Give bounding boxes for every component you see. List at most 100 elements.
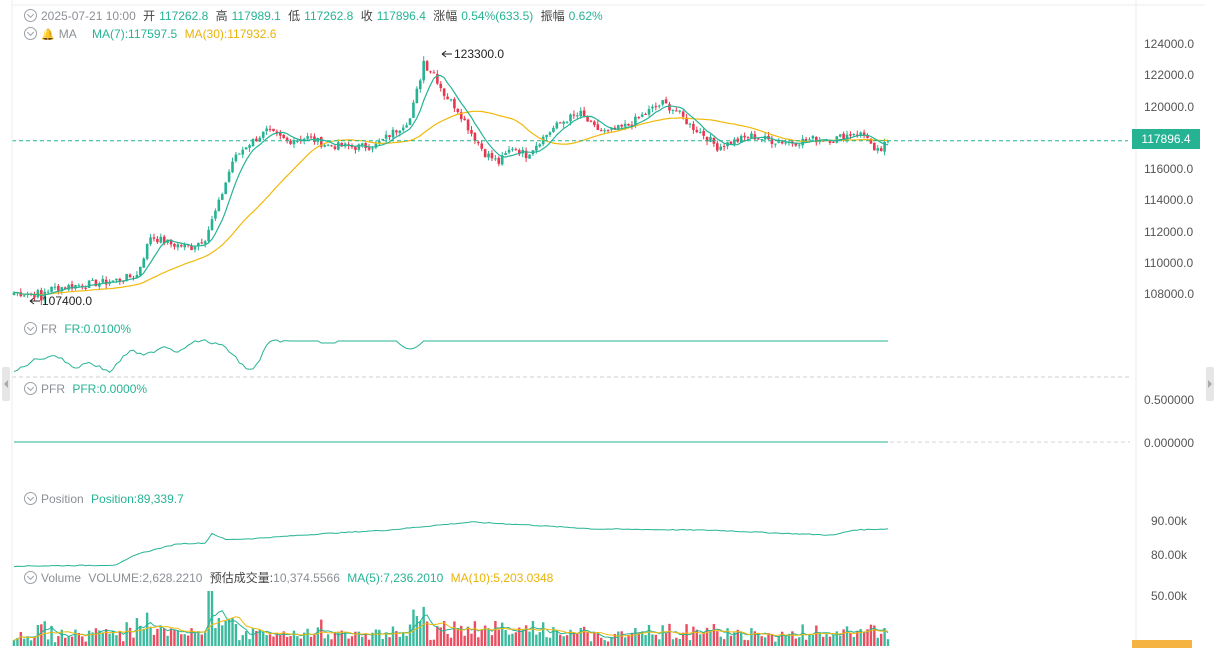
volume-bar [787,633,791,646]
volume-bar [671,639,675,646]
candle [101,278,105,283]
volume-bar [340,630,343,646]
candle [722,146,726,148]
volume-bar [818,632,821,646]
candle [835,136,839,143]
candle [203,241,207,244]
ma-name: MA [58,27,77,41]
volume-bar [395,631,398,646]
candle [179,245,183,247]
candle [367,147,371,150]
fr-value: FR:0.0100% [64,322,132,336]
volume-bar [695,629,699,646]
volume-bar [238,640,241,646]
volume-bar [60,629,63,646]
volume-bar [497,629,500,646]
candle [797,144,801,146]
candle [439,83,443,89]
candle [166,239,169,243]
candle [251,138,255,147]
volume-bar [845,626,849,646]
volume-bar [774,641,777,646]
volume-bar [466,626,470,646]
visibility-icon[interactable] [24,9,37,22]
volume-bar [309,636,313,646]
collapse-left-handle[interactable] [2,367,10,401]
candle [511,148,514,150]
candle [487,153,490,158]
candle [528,154,531,159]
volume-bar [490,635,494,646]
visibility-icon[interactable] [24,322,37,335]
volume-bar [285,636,289,646]
volume-bar [320,619,323,646]
candle [268,128,272,130]
candle [698,131,702,133]
candle [459,112,463,120]
volume-bar [856,630,859,646]
candle [637,117,641,119]
position-tick: 80.00k [1151,548,1188,562]
visibility-icon[interactable] [24,27,37,40]
candle [152,237,156,239]
volume-bar [630,632,634,646]
volume-bar [886,639,890,646]
candle [183,244,187,248]
candle [449,99,453,101]
ohlc-legend: 2025-07-21 10:00 开 117262.8 高 117989.1 低 11… [24,8,607,24]
volume-bar [620,631,623,646]
candle [248,145,251,148]
candle [859,132,862,135]
volume-ma5-line [13,610,889,641]
candle [108,282,111,284]
volume-bar [135,618,139,646]
candle [111,280,115,282]
volume-bar [186,635,190,646]
volume-bar [726,628,729,646]
collapse-right-handle[interactable] [1206,367,1214,401]
candle [760,139,763,141]
visibility-icon[interactable] [24,382,37,395]
volume-bar [712,624,716,646]
candle [651,106,654,109]
candle [678,110,682,112]
volume-bar [33,637,36,646]
volume-bar [193,631,197,646]
volume-bar [432,639,436,646]
candle [494,158,497,160]
volume-bar [337,631,340,646]
volume-bar [248,639,251,646]
visibility-icon[interactable] [24,492,37,505]
volume-bar [122,641,125,646]
volume-bar [142,628,145,646]
candle [408,118,412,125]
candle [804,138,808,141]
volume-bar [664,632,668,646]
candle [815,136,818,143]
candle [340,142,344,147]
candle [91,279,94,281]
candle [241,149,245,155]
visibility-icon[interactable] [24,571,37,584]
volume-bar [343,631,347,646]
candle [224,182,227,195]
volume-bar [449,637,453,646]
candle [22,295,26,297]
volume-bar [545,637,548,646]
volume-bar [538,632,541,646]
volume-bar [603,640,606,646]
candle [354,146,357,150]
volume-bar [415,616,419,646]
price-tick: 112000.0 [1144,225,1194,239]
volume-bar [262,632,265,646]
close-value: 117896.4 [376,9,426,23]
volume-bar [879,633,883,646]
candle [415,88,419,104]
volume-bar [839,635,842,646]
volume-bar [268,634,272,646]
bell-icon[interactable]: 🔔 [41,29,55,41]
candle [661,100,664,105]
candle [74,285,77,289]
volume-bar [70,636,74,646]
